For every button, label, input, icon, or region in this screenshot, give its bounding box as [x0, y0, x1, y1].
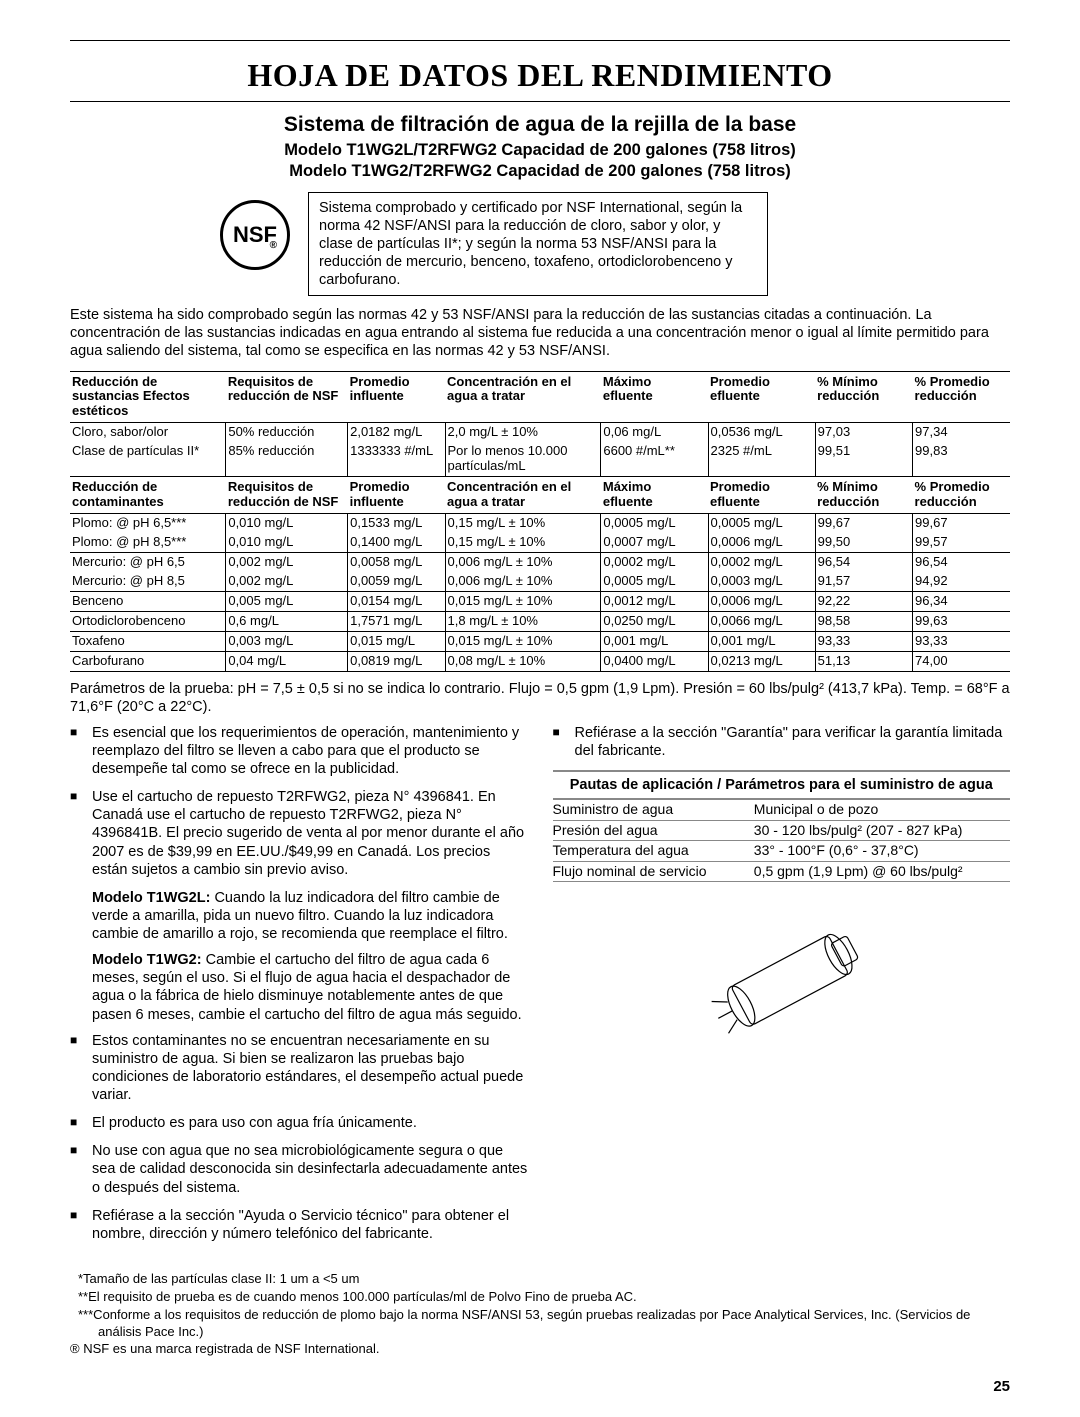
bullet-item: Use el cartucho de repuesto T2RFWG2, pie… — [70, 788, 528, 879]
bullet-item: Refiérase a la sección "Ayuda o Servicio… — [70, 1207, 528, 1243]
page-number: 25 — [70, 1378, 1010, 1397]
nsf-certification-text: Sistema comprobado y certificado por NSF… — [308, 192, 768, 297]
intro-paragraph: Este sistema ha sido comprobado según la… — [70, 306, 1010, 360]
warranty-bullet: Refiérase a la sección "Garantía" para v… — [553, 724, 1011, 760]
bullet-item: Es esencial que los requerimientos de op… — [70, 724, 528, 778]
footnote: ***Conforme a los requisitos de reducció… — [70, 1307, 1010, 1341]
left-column: Es esencial que los requerimientos de op… — [70, 724, 528, 1253]
footnote: *Tamaño de las partículas clase II: 1 um… — [70, 1271, 1010, 1288]
page-title: HOJA DE DATOS DEL RENDIMIENTO — [70, 55, 1010, 95]
supply-params-table: Suministro de aguaMunicipal o de pozoPre… — [553, 800, 1011, 882]
footnote: **El requisito de prueba es de cuando me… — [70, 1289, 1010, 1306]
subtitle-1: Sistema de filtración de agua de la reji… — [70, 112, 1010, 138]
filter-cartridge-icon — [686, 900, 876, 1070]
footnotes: *Tamaño de las partículas clase II: 1 um… — [70, 1271, 1010, 1358]
supply-params-title: Pautas de aplicación / Parámetros para e… — [553, 770, 1011, 800]
subtitle-2: Modelo T1WG2L/T2RFWG2 Capacidad de 200 g… — [70, 140, 1010, 161]
test-parameters: Parámetros de la prueba: pH = 7,5 ± 0,5 … — [70, 680, 1010, 716]
model-note: Modelo T1WG2: Cambie el cartucho del fil… — [70, 951, 528, 1024]
performance-table: Reducción de sustancias Efectos estético… — [70, 371, 1010, 672]
model-note: Modelo T1WG2L: Cuando la luz indicadora … — [70, 889, 528, 943]
bullet-item: No use con agua que no sea microbiológic… — [70, 1142, 528, 1196]
right-column: Refiérase a la sección "Garantía" para v… — [553, 724, 1011, 1253]
footnote: ® NSF es una marca registrada de NSF Int… — [70, 1341, 1010, 1358]
nsf-badge-icon: NSF® — [220, 200, 290, 270]
bullet-item: El producto es para uso con agua fría ún… — [70, 1114, 528, 1132]
subtitle-3: Modelo T1WG2/T2RFWG2 Capacidad de 200 ga… — [70, 161, 1010, 182]
nsf-row: NSF® Sistema comprobado y certificado po… — [70, 192, 1010, 297]
bullet-item: Estos contaminantes no se encuentran nec… — [70, 1032, 528, 1105]
